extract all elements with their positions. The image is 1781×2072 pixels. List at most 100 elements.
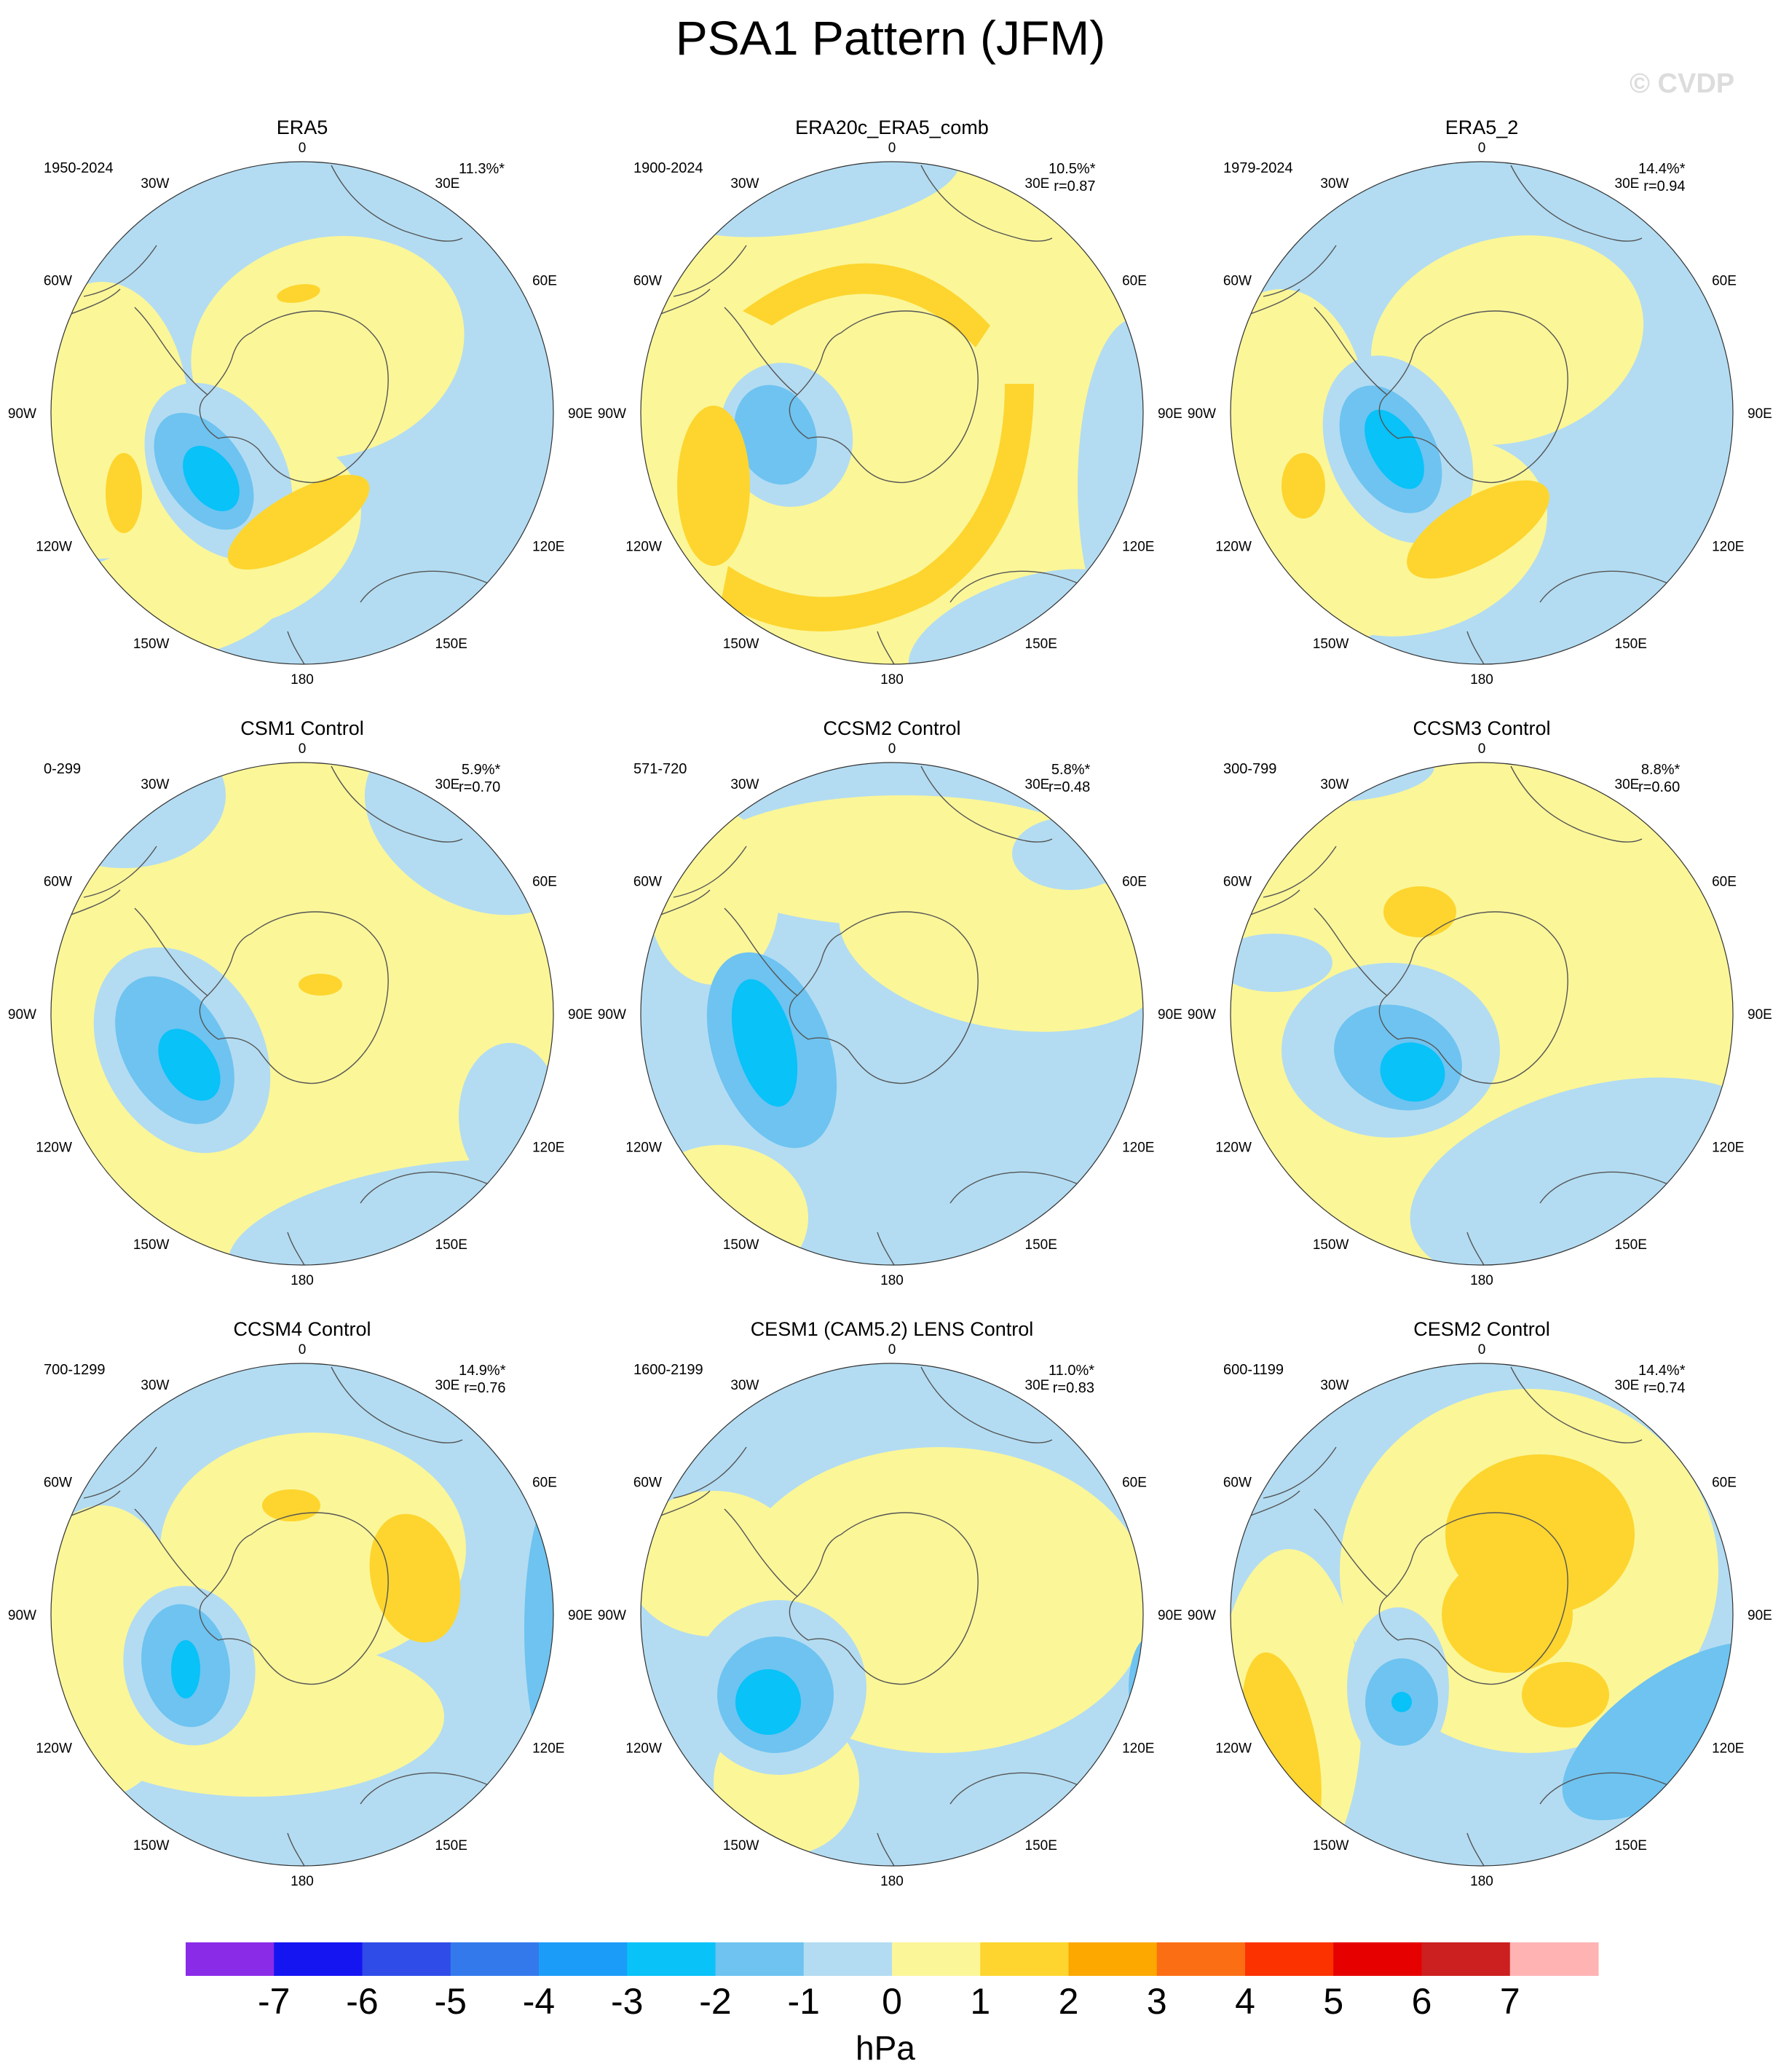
contour-fill <box>641 162 1143 664</box>
panel-correlation: r=0.60 <box>1638 779 1681 795</box>
colorbar-swatch <box>1421 1942 1511 1976</box>
contour-region <box>191 235 465 460</box>
longitude-label: 90W <box>598 1608 626 1623</box>
panel-title: CCSM2 Control <box>823 717 961 739</box>
longitude-label: 180 <box>291 672 314 688</box>
longitude-label: 0 <box>1478 741 1486 757</box>
longitude-label: 90W <box>598 1007 626 1023</box>
coastline <box>724 907 798 996</box>
longitude-label: 60W <box>44 875 72 890</box>
longitude-label: 60E <box>1122 875 1147 890</box>
longitude-label: 120W <box>36 540 72 555</box>
coastline <box>877 631 907 664</box>
contour-region <box>731 979 798 1107</box>
contour-region <box>158 1028 221 1101</box>
longitude-label: 180 <box>1470 1874 1493 1889</box>
colorbar-swatch <box>1509 1942 1599 1976</box>
contour-region <box>641 1145 808 1265</box>
colorbar-tick-label: -1 <box>787 1981 820 2022</box>
contour-region <box>839 850 1143 1032</box>
longitude-label: 30E <box>1615 1378 1640 1393</box>
contour-fill <box>51 1363 553 1866</box>
contour-region <box>66 1636 444 1797</box>
panel-percent: 8.8%* <box>1640 762 1681 778</box>
panel-years: 0-299 <box>44 761 82 777</box>
longitude-label: 120E <box>1122 1741 1154 1757</box>
contour-region <box>524 1484 553 1775</box>
coastline <box>331 165 463 242</box>
longitude-label: 180 <box>880 1874 904 1889</box>
longitude-label: 150W <box>1313 1838 1349 1854</box>
longitude-label: 120E <box>1122 1141 1154 1156</box>
panel-years: 1950-2024 <box>44 160 114 176</box>
panel-stats: 5.8%* r=0.48 <box>1049 761 1090 796</box>
longitude-label: 120E <box>532 540 564 555</box>
map-panel: 0 30E 60E 90E 120E 150E 180 150W 120W 90W 60W 30W ER… <box>7 109 597 699</box>
longitude-label: 30W <box>730 777 759 792</box>
contour-region <box>721 384 1034 631</box>
longitude-label: 30W <box>141 777 169 792</box>
longitude-label: 150E <box>1025 1237 1057 1253</box>
longitude-label: 120W <box>1215 540 1252 555</box>
panel-title: ERA20c_ERA5_comb <box>795 117 989 138</box>
map-border <box>1230 161 1734 665</box>
panel-percent: 14.4%* <box>1638 161 1686 177</box>
panel-correlation: r=0.48 <box>1049 779 1091 795</box>
colorbar-tick-label: -5 <box>434 1981 467 2022</box>
longitude-label: 60W <box>1223 875 1252 890</box>
contour-region <box>1070 1254 1143 1265</box>
map-border <box>50 762 554 1266</box>
longitude-label: 150E <box>1615 1838 1647 1854</box>
panel-correlation: r=0.87 <box>1054 178 1096 194</box>
longitude-label: 60W <box>633 274 662 289</box>
longitude-label: 60E <box>1122 274 1147 289</box>
longitude-label: 90W <box>8 1608 36 1623</box>
longitude-label: 150E <box>1615 1237 1647 1253</box>
polar-map: 0 30E 60E 90E 120E 150E 180 150W 120W 90W 60W 30W <box>8 1342 593 1889</box>
coastlines <box>1231 165 1715 664</box>
map-panel: 0 30E 60E 90E 120E 150E 180 150W 120W 90W 60W 30W CE… <box>597 1311 1187 1901</box>
coastline <box>199 310 389 484</box>
panel-years: 1900-2024 <box>633 160 703 176</box>
longitude-label: 60E <box>532 875 557 890</box>
colorbar-swatch <box>1068 1942 1158 1976</box>
contour-region <box>1667 766 1733 868</box>
coastline <box>1378 310 1568 484</box>
longitude-label: 150W <box>723 1237 759 1253</box>
contour-region <box>171 1640 200 1698</box>
watermark: © CVDP <box>1630 68 1735 99</box>
longitude-label: 120W <box>1215 1141 1252 1156</box>
polar-map: 0 30E 60E 90E 120E 150E 180 150W 120W 90W 60W 30W <box>598 141 1182 688</box>
longitude-label: 30E <box>1615 777 1640 792</box>
contour-region <box>1231 934 1332 992</box>
coastline <box>877 1232 907 1265</box>
contour-fill <box>641 1363 1143 1866</box>
polar-map: 0 30E 60E 90E 120E 150E 180 150W 120W 90W 60W 30W <box>598 1342 1182 1889</box>
contour-region <box>1407 480 1549 579</box>
colorbar-swatch <box>803 1942 893 1976</box>
map-panel: 0 30E 60E 90E 120E 150E 180 150W 120W 90W 60W 30W ER… <box>1187 109 1777 699</box>
colorbar-tick-label: 3 <box>1146 1981 1167 2022</box>
coastline <box>287 1832 317 1866</box>
panel-correlation: r=0.74 <box>1643 1380 1686 1396</box>
colorbar-swatch <box>274 1942 363 1976</box>
panel-percent: 14.4%* <box>1638 1363 1686 1379</box>
longitude-label: 90E <box>1748 1608 1772 1623</box>
longitude-label: 180 <box>1470 672 1493 688</box>
coastlines <box>641 165 1126 664</box>
longitude-label: 120W <box>36 1741 72 1757</box>
panel-years: 700-1299 <box>44 1362 106 1378</box>
colorbar-swatch <box>627 1942 716 1976</box>
colorbar-swatch <box>715 1942 805 1976</box>
coastline <box>331 765 463 843</box>
longitude-label: 0 <box>299 741 307 757</box>
contour-region <box>1365 409 1424 489</box>
longitude-label: 60W <box>633 875 662 890</box>
longitude-label: 0 <box>888 141 896 156</box>
longitude-label: 60E <box>1712 875 1737 890</box>
coastline <box>1378 1512 1568 1685</box>
coastline <box>877 1832 907 1866</box>
panel-stats: 11.3%* <box>459 160 505 178</box>
polar-map: 0 30E 60E 90E 120E 150E 180 150W 120W 90W 60W 30W <box>1188 1342 1772 1889</box>
contour-region <box>743 263 990 347</box>
